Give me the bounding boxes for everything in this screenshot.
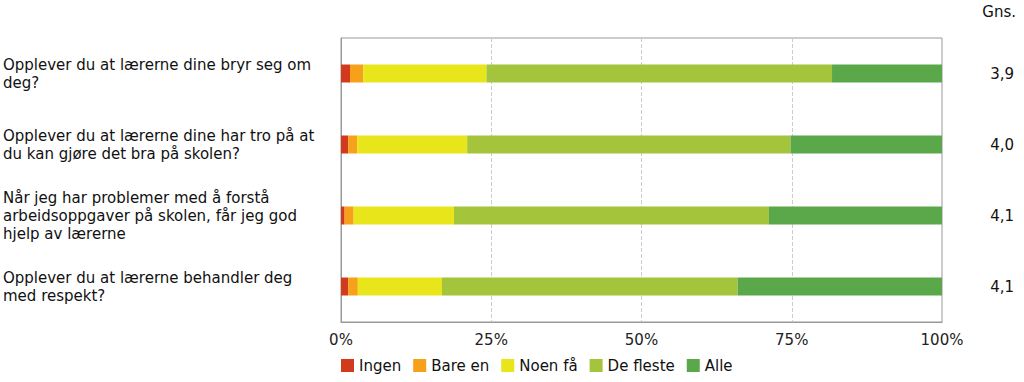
svg-text:Noen få: Noen få <box>519 357 577 375</box>
svg-text:50%: 50% <box>625 331 658 349</box>
svg-text:0%: 0% <box>329 331 353 349</box>
svg-text:Bare en: Bare en <box>431 357 489 375</box>
svg-text:arbeidsoppgaver på skolen, får: arbeidsoppgaver på skolen, får jeg god <box>3 207 302 225</box>
svg-text:hjelp av lærerne: hjelp av lærerne <box>3 225 126 243</box>
svg-text:du kan gjøre det bra på skolen: du kan gjøre det bra på skolen? <box>3 145 240 163</box>
svg-text:100%: 100% <box>921 331 964 349</box>
svg-text:deg?: deg? <box>3 74 39 92</box>
svg-text:Gns.: Gns. <box>982 3 1016 21</box>
svg-text:Alle: Alle <box>705 357 733 375</box>
svg-text:Opplever du at lærerne behandl: Opplever du at lærerne behandler deg <box>3 269 297 287</box>
svg-text:Ingen: Ingen <box>359 357 401 375</box>
svg-text:Når jeg har problemer med å fo: Når jeg har problemer med å forstå <box>3 189 274 207</box>
svg-text:25%: 25% <box>475 331 508 349</box>
svg-text:Opplever du at lærerne dine ha: Opplever du at lærerne dine har tro på a… <box>3 127 319 145</box>
svg-text:4,0: 4,0 <box>990 136 1014 154</box>
svg-text:3,9: 3,9 <box>990 65 1014 83</box>
svg-text:75%: 75% <box>775 331 808 349</box>
svg-text:4,1: 4,1 <box>990 207 1014 225</box>
svg-text:Opplever du at lærerne dine br: Opplever du at lærerne dine bryr seg om <box>3 56 316 74</box>
svg-text:med respekt?: med respekt? <box>3 287 105 305</box>
svg-text:De fleste: De fleste <box>608 357 675 375</box>
svg-text:4,1: 4,1 <box>990 278 1014 296</box>
